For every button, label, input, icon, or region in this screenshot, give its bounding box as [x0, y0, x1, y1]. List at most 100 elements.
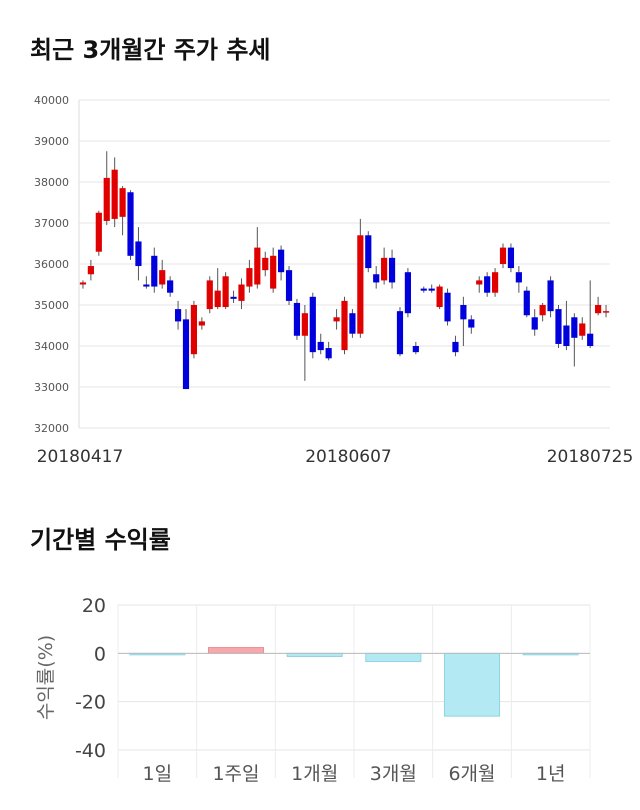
- candle-body: [491, 272, 499, 293]
- candle-body: [373, 274, 380, 283]
- candle: [404, 268, 411, 318]
- candle: [499, 243, 507, 269]
- candle-body: [143, 284, 150, 287]
- candle: [547, 276, 554, 318]
- candle-body: [317, 341, 324, 351]
- candle-body: [301, 313, 308, 336]
- candle-body: [357, 235, 364, 334]
- candle-body: [388, 257, 396, 283]
- bar: [207, 647, 265, 654]
- candle: [301, 305, 308, 381]
- candle-body: [270, 255, 277, 289]
- candle: [381, 247, 388, 285]
- candle-body: [159, 270, 166, 285]
- candle: [396, 307, 404, 357]
- candle: [515, 266, 522, 293]
- candle: [476, 276, 483, 293]
- candle-body: [579, 323, 586, 336]
- candle-body: [547, 280, 554, 312]
- candle: [262, 251, 269, 277]
- candle: [135, 227, 142, 281]
- bar: [129, 652, 186, 656]
- candle-body: [309, 296, 316, 353]
- candle-body: [404, 272, 411, 314]
- candle-body: [174, 309, 182, 322]
- candle: [571, 313, 578, 367]
- bar: [365, 652, 422, 663]
- candle: [365, 231, 372, 273]
- candle: [484, 272, 491, 297]
- candle-body: [499, 247, 507, 264]
- x-tick-label: 20180725: [547, 447, 634, 467]
- candle: [333, 309, 340, 330]
- candle: [563, 300, 570, 351]
- candle-body: [87, 266, 94, 275]
- candle: [507, 243, 515, 273]
- candle-body: [293, 302, 301, 336]
- y-tick-label: 39000: [34, 135, 69, 148]
- candle-body: [135, 241, 142, 267]
- candle-body: [333, 317, 340, 322]
- candle: [167, 276, 174, 297]
- y-tick-label: 32000: [34, 422, 69, 435]
- candle: [119, 186, 126, 236]
- candle: [428, 284, 435, 293]
- candle: [436, 284, 443, 310]
- candle: [539, 302, 546, 322]
- candle-body: [468, 319, 475, 328]
- x-category-label: 3개월: [370, 763, 417, 785]
- candle-body: [396, 311, 404, 355]
- y-tick-label: 37000: [34, 217, 69, 230]
- candle-body: [595, 305, 602, 314]
- candle: [111, 157, 118, 228]
- candle-body: [602, 311, 610, 313]
- candle-body: [436, 286, 443, 308]
- candle-body: [523, 290, 530, 316]
- candle: [420, 286, 427, 293]
- candle-body: [325, 348, 332, 359]
- candle-body: [507, 247, 515, 269]
- candle: [151, 247, 158, 293]
- bar: [522, 652, 579, 656]
- candle-body: [412, 346, 419, 353]
- candle-body: [555, 309, 562, 344]
- candle-body: [190, 305, 198, 355]
- candle: [579, 317, 586, 340]
- candle: [127, 190, 134, 260]
- candle-body: [444, 292, 451, 322]
- candle-body: [460, 305, 467, 320]
- candle-body: [262, 257, 269, 271]
- candle: [341, 296, 348, 355]
- y-tick-label: -20: [75, 692, 106, 714]
- candle: [349, 309, 356, 338]
- candle: [444, 288, 451, 326]
- candle: [531, 309, 538, 336]
- candle-body: [365, 235, 372, 269]
- candle-body: [349, 313, 356, 334]
- y-tick-label: 34000: [34, 340, 69, 353]
- candle-body: [381, 257, 388, 281]
- price-trend-title: 최근 3개월간 주가 추세: [30, 36, 271, 64]
- candle: [523, 286, 530, 318]
- candle: [491, 268, 499, 297]
- candle-body: [79, 282, 87, 285]
- y-tick-label: 0: [94, 643, 106, 665]
- candle: [293, 298, 301, 340]
- x-category-label: 1주일: [212, 763, 259, 785]
- candle: [222, 272, 229, 310]
- candle: [159, 259, 166, 289]
- candle: [452, 335, 459, 357]
- candle: [95, 210, 102, 256]
- candlestick-chart: 40000 39000 38000 37000 36000 35000 34000 33000…: [34, 94, 634, 467]
- x-category-label: 1년: [536, 763, 566, 785]
- candle: [373, 266, 380, 289]
- x-tick-label: 20180417: [37, 447, 124, 467]
- candle-body: [167, 280, 174, 293]
- candle: [206, 276, 213, 314]
- candle: [198, 317, 205, 330]
- candle: [87, 259, 94, 281]
- candle: [214, 268, 221, 310]
- candle: [460, 296, 467, 346]
- candle: [174, 300, 182, 330]
- candle-body: [151, 255, 158, 287]
